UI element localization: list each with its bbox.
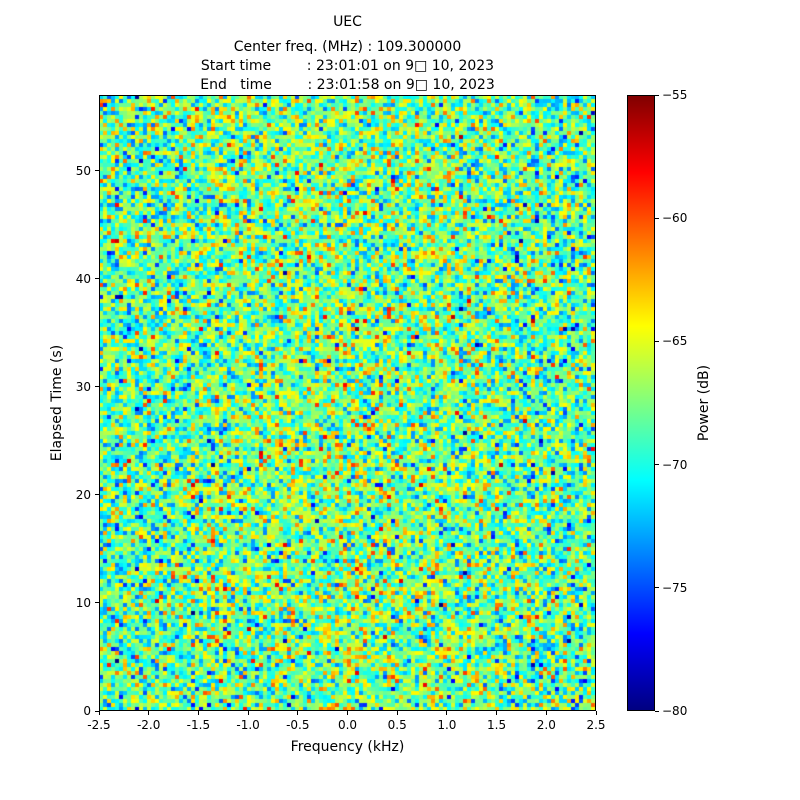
y-axis-label: Elapsed Time (s) bbox=[49, 344, 65, 462]
figure-title: UEC bbox=[333, 14, 362, 30]
x-tick-mark bbox=[545, 711, 547, 715]
y-tick-label: 50 bbox=[75, 163, 91, 178]
colorbar-tick-mark bbox=[655, 587, 659, 589]
colorbar bbox=[627, 95, 655, 711]
x-tick-label: 1.0 bbox=[437, 718, 457, 732]
x-tick-label: -1.0 bbox=[236, 718, 260, 732]
x-tick-label: -1.5 bbox=[186, 718, 211, 732]
colorbar-label: Power (dB) bbox=[696, 364, 712, 442]
colorbar-tick-mark bbox=[655, 340, 659, 342]
y-tick-mark bbox=[95, 386, 99, 388]
colorbar-tick-label: −70 bbox=[662, 457, 688, 472]
center-freq-line: Center freq. (MHz) : 109.300000 bbox=[233, 39, 462, 55]
y-tick-mark bbox=[95, 494, 99, 496]
x-tick-label: 1.5 bbox=[487, 718, 507, 732]
x-tick-mark bbox=[247, 711, 249, 715]
colorbar-gradient bbox=[627, 95, 655, 711]
plot-area bbox=[99, 95, 596, 711]
x-tick-mark bbox=[297, 711, 299, 715]
start-time-line: Start time : 23:01:01 on 9□ 10, 2023 bbox=[200, 58, 495, 74]
x-tick-mark bbox=[98, 711, 100, 715]
x-tick-mark bbox=[148, 711, 150, 715]
colorbar-tick-mark bbox=[655, 217, 659, 219]
x-tick-label: -2.0 bbox=[136, 718, 161, 732]
x-tick-mark bbox=[396, 711, 398, 715]
colorbar-tick-label: −60 bbox=[662, 211, 688, 226]
colorbar-tick-mark bbox=[655, 94, 659, 96]
x-tick-label: 0.0 bbox=[337, 718, 358, 732]
x-tick-mark bbox=[446, 711, 448, 715]
y-tick-label: 0 bbox=[83, 704, 91, 718]
x-tick-mark bbox=[595, 711, 597, 715]
x-tick-label: 2.0 bbox=[536, 718, 556, 732]
y-tick-mark bbox=[95, 278, 99, 280]
colorbar-tick-label: −65 bbox=[662, 334, 688, 349]
colorbar-tick-label: −75 bbox=[662, 580, 688, 595]
end-time-line: End time : 23:01:58 on 9□ 10, 2023 bbox=[200, 77, 495, 93]
spectrogram-canvas bbox=[99, 95, 596, 711]
colorbar-tick-label: −80 bbox=[662, 704, 688, 718]
x-tick-label: -0.5 bbox=[286, 718, 310, 732]
y-tick-label: 30 bbox=[75, 379, 91, 394]
colorbar-tick-label: −55 bbox=[662, 88, 688, 102]
x-tick-mark bbox=[347, 711, 348, 715]
y-tick-mark bbox=[95, 170, 99, 172]
x-tick-label: 0.5 bbox=[387, 718, 407, 732]
x-tick-label: -2.5 bbox=[87, 718, 111, 732]
x-tick-mark bbox=[197, 711, 199, 715]
y-tick-label: 20 bbox=[75, 487, 91, 502]
x-axis-label: Frequency (kHz) bbox=[290, 739, 405, 755]
x-tick-label: 2.5 bbox=[586, 718, 606, 732]
y-tick-mark bbox=[95, 602, 99, 604]
x-tick-mark bbox=[496, 711, 498, 715]
colorbar-tick-mark bbox=[655, 464, 659, 466]
colorbar-tick-mark bbox=[655, 710, 659, 712]
y-tick-mark bbox=[95, 710, 99, 712]
y-tick-label: 40 bbox=[75, 271, 91, 286]
y-tick-label: 10 bbox=[75, 595, 91, 610]
